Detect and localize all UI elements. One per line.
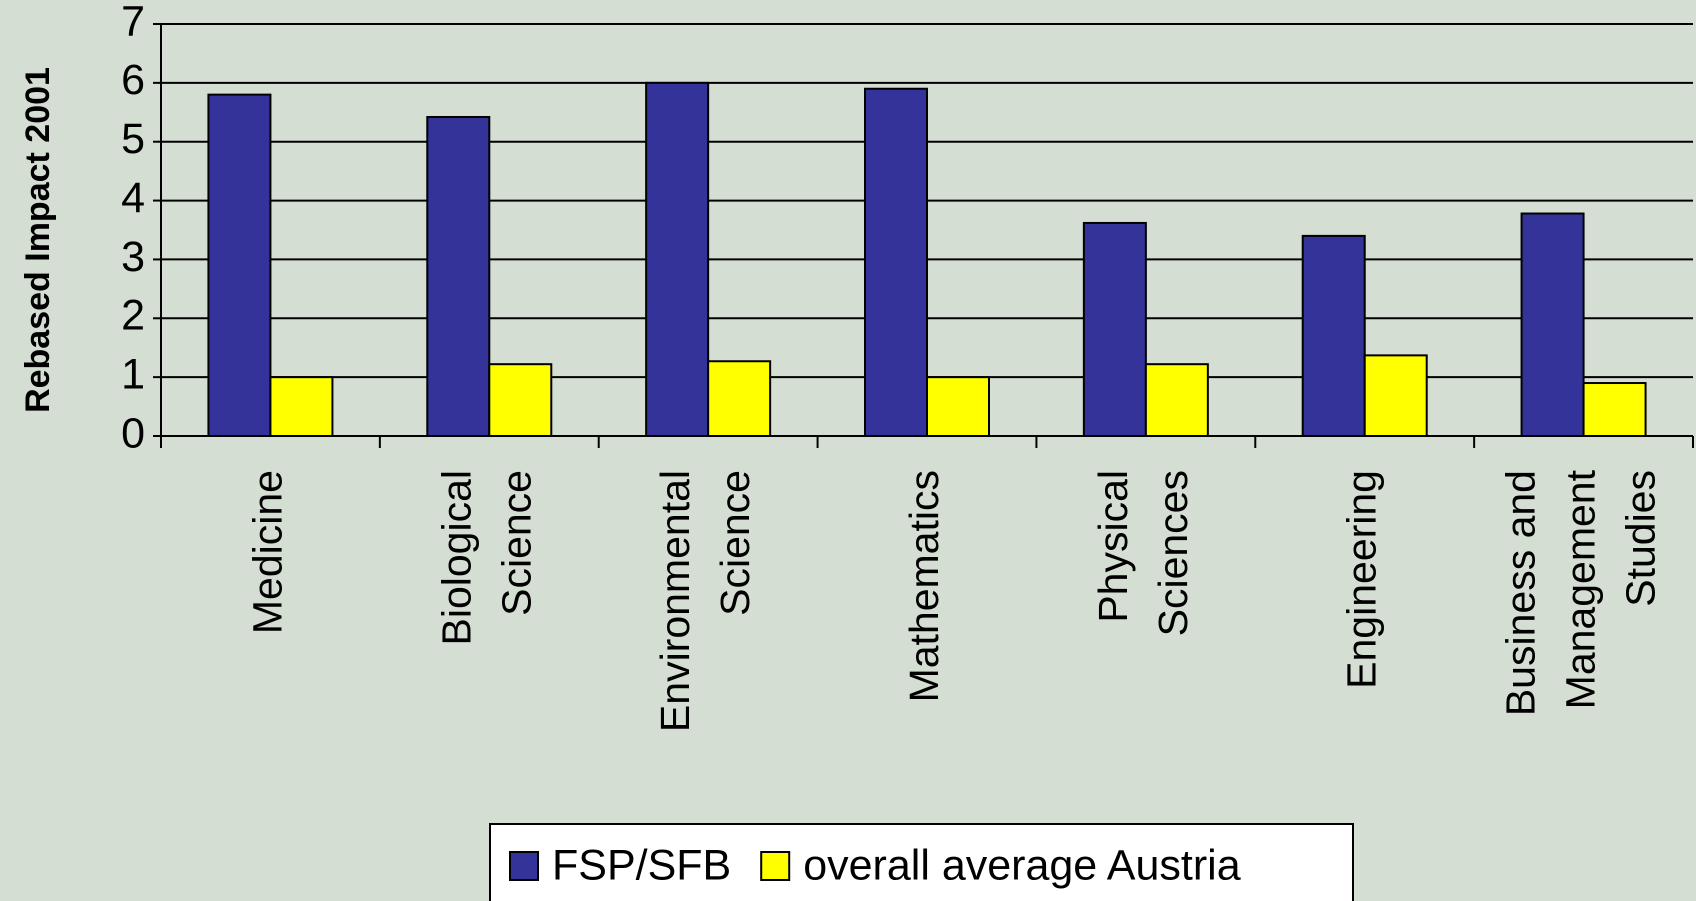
x-tick-label: Biological Science [433, 470, 539, 646]
x-tick-label: Physical Sciences [1090, 470, 1196, 636]
bar [1144, 363, 1209, 437]
x-tick-label: Environmental Science [652, 470, 758, 732]
y-tick-label: 0 [121, 409, 145, 457]
y-axis-label: Rebased Impact 2001 [19, 67, 57, 413]
legend-label: overall average Austria [803, 841, 1240, 889]
x-tick-label: Engineering [1339, 470, 1385, 689]
x-tick-label: Mathematics [901, 470, 947, 702]
legend-swatch [760, 851, 791, 881]
bar [488, 363, 553, 437]
y-tick-label: 1 [121, 351, 145, 399]
bar [1301, 234, 1366, 437]
y-tick-label: 5 [121, 115, 145, 163]
y-tick-label: 4 [121, 174, 145, 222]
bar [864, 87, 928, 437]
bar [426, 115, 491, 437]
bar [207, 93, 272, 437]
bar [1082, 221, 1147, 437]
legend-box [489, 823, 1354, 901]
y-tick-label: 6 [121, 56, 145, 104]
y-tick-label: 2 [121, 292, 145, 340]
bar [1582, 382, 1647, 437]
x-tick-label: Business and Management Studies [1497, 469, 1663, 716]
bar [1363, 354, 1428, 438]
bar [926, 376, 990, 437]
bar [1520, 212, 1585, 437]
legend-swatch [509, 851, 539, 881]
bar [645, 81, 710, 437]
x-tick-label: Medicine [244, 470, 290, 634]
y-tick-label: 7 [121, 0, 145, 45]
y-tick-label: 3 [121, 233, 145, 281]
legend-label: FSP/SFB [552, 841, 731, 889]
bar [269, 376, 334, 437]
bar [707, 360, 772, 438]
